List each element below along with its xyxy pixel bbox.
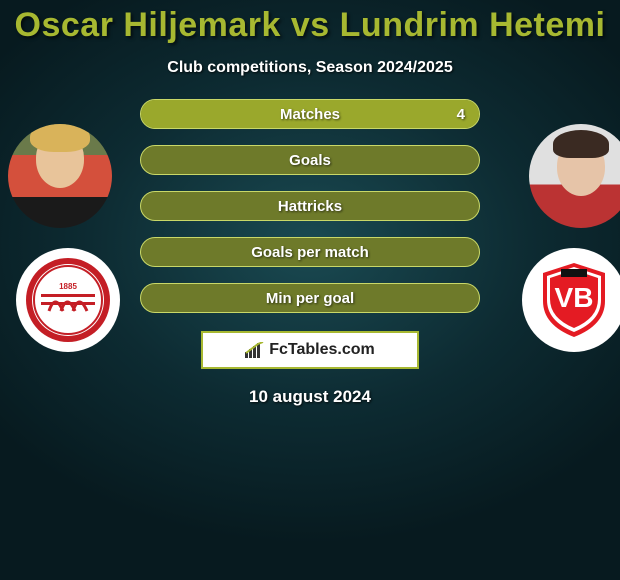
svg-text:VB: VB (555, 282, 594, 313)
comparison-card: Oscar Hiljemark vs Lundrim Hetemi Club c… (0, 0, 620, 580)
stat-bar-label: Matches (280, 106, 340, 123)
club-left-logo: 1885 (23, 255, 113, 345)
stat-bars: Matches 4 Goals Hattricks Goals per match Min… (140, 99, 480, 313)
player-right-image (529, 124, 620, 228)
page-title: Oscar Hiljemark vs Lundrim Hetemi (0, 0, 620, 45)
stat-bar-label: Goals per match (251, 244, 369, 261)
player-left-image (8, 124, 112, 228)
stat-bar-label: Hattricks (278, 198, 342, 215)
club-right-logo: VB (531, 257, 617, 343)
brand-icon (245, 342, 265, 358)
club-right-badge: VB (522, 248, 620, 352)
date: 10 august 2024 (0, 387, 620, 407)
stat-bar: Matches 4 (140, 99, 480, 129)
brand-text: FcTables.com (269, 341, 375, 359)
player-left-avatar (8, 124, 112, 228)
stat-bar: Hattricks (140, 191, 480, 221)
svg-text:1885: 1885 (59, 282, 77, 291)
stat-bar-value-right: 4 (457, 106, 465, 123)
subtitle: Club competitions, Season 2024/2025 (0, 59, 620, 77)
player-right-avatar (529, 124, 620, 228)
stat-bar-label: Min per goal (266, 290, 354, 307)
stat-bar: Goals (140, 145, 480, 175)
stat-bar: Min per goal (140, 283, 480, 313)
club-left-badge: 1885 (16, 248, 120, 352)
brand-box[interactable]: FcTables.com (201, 331, 419, 369)
stat-bar: Goals per match (140, 237, 480, 267)
stat-bar-label: Goals (289, 152, 331, 169)
